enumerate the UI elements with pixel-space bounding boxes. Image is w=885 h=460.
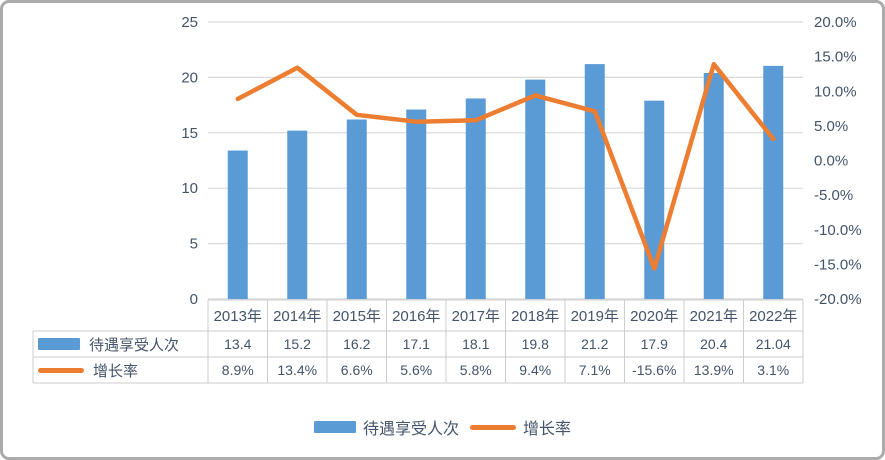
right-axis-tick: 20.0%: [814, 14, 857, 31]
table-row-label-growth: 增长率: [38, 357, 138, 383]
category-label: 2019年: [571, 308, 619, 325]
table-value-benefit: 19.8: [522, 336, 549, 352]
category-label: 2015年: [333, 308, 381, 325]
bar-2013年: [227, 150, 248, 299]
growth-rate-line: [235, 61, 776, 271]
bar-series-key-icon: [38, 338, 80, 350]
category-label: 2016年: [392, 308, 440, 325]
table-value-growth: 13.4%: [277, 362, 317, 378]
table-value-benefit: 13.4: [224, 336, 251, 352]
right-axis-tick: 10.0%: [814, 83, 857, 100]
left-axis-tick: 15: [181, 125, 198, 142]
right-axis-tick: -5.0%: [814, 187, 853, 204]
table-value-benefit: 17.9: [641, 336, 668, 352]
table-value-benefit: 18.1: [462, 336, 489, 352]
right-axis-tick: -10.0%: [814, 222, 862, 239]
bar-2018年: [525, 79, 546, 299]
table-value-growth: 6.6%: [341, 362, 373, 378]
bar-2022年: [763, 65, 784, 299]
table-value-benefit: 17.1: [403, 336, 430, 352]
table-row-label-benefit: 待遇享受人次: [38, 331, 179, 357]
category-label: 2021年: [690, 308, 738, 325]
right-axis-tick: -15.0%: [814, 256, 862, 273]
bar-2017年: [465, 98, 486, 300]
left-axis-tick: 5: [190, 236, 198, 253]
right-axis-tick: 5.0%: [814, 118, 848, 135]
legend-bar-label: 待遇享受人次: [362, 421, 459, 438]
table-value-growth: 3.1%: [757, 362, 789, 378]
category-label: 2017年: [452, 308, 500, 325]
right-axis-tick: 0.0%: [814, 153, 848, 170]
table-value-benefit: 20.4: [700, 336, 727, 352]
line-series-name: 增长率: [93, 362, 139, 380]
left-axis-tick: 20: [181, 69, 198, 86]
table-value-growth: 8.9%: [222, 362, 254, 378]
table-value-growth: 9.4%: [519, 362, 551, 378]
line-series-key-icon: [38, 367, 84, 373]
chart-legend: 待遇享受人次 增长率: [3, 417, 882, 438]
table-value-growth: 13.9%: [694, 362, 734, 378]
table-value-growth: -15.6%: [632, 362, 676, 378]
category-label: 2018年: [511, 308, 559, 325]
table-value-growth: 5.8%: [460, 362, 492, 378]
left-axis-tick: 25: [181, 14, 198, 31]
table-value-benefit: 15.2: [284, 336, 311, 352]
legend-line-key-icon: [470, 424, 516, 430]
bar-series-name: 待遇享受人次: [89, 336, 180, 354]
table-value-growth: 5.6%: [400, 362, 432, 378]
table-value-benefit: 21.04: [756, 336, 791, 352]
right-axis-tick: -20.0%: [814, 291, 862, 308]
left-axis-tick: 0: [190, 291, 198, 308]
category-label: 2022年: [749, 308, 797, 325]
combo-chart-canvas: 25 20 15 10 5 0 20.0% 15.0% 10.0% 5.0% 0.0% -5.0% -1…: [32, 14, 862, 384]
table-value-growth: 7.1%: [579, 362, 611, 378]
left-axis-tick: 10: [181, 180, 198, 197]
bar-2014年: [287, 130, 308, 299]
bar-2021年: [703, 72, 724, 299]
category-label: 2020年: [630, 308, 678, 325]
bar-2015年: [346, 119, 367, 299]
legend-line-label: 增长率: [523, 421, 572, 438]
bar-2019年: [584, 64, 605, 299]
category-label: 2013年: [214, 308, 262, 325]
category-label: 2014年: [273, 308, 321, 325]
right-axis-tick: 15.0%: [814, 49, 857, 66]
table-value-benefit: 16.2: [343, 336, 370, 352]
table-value-benefit: 21.2: [581, 336, 608, 352]
legend-bar-key-icon: [313, 421, 356, 433]
bar-2016年: [406, 109, 427, 299]
